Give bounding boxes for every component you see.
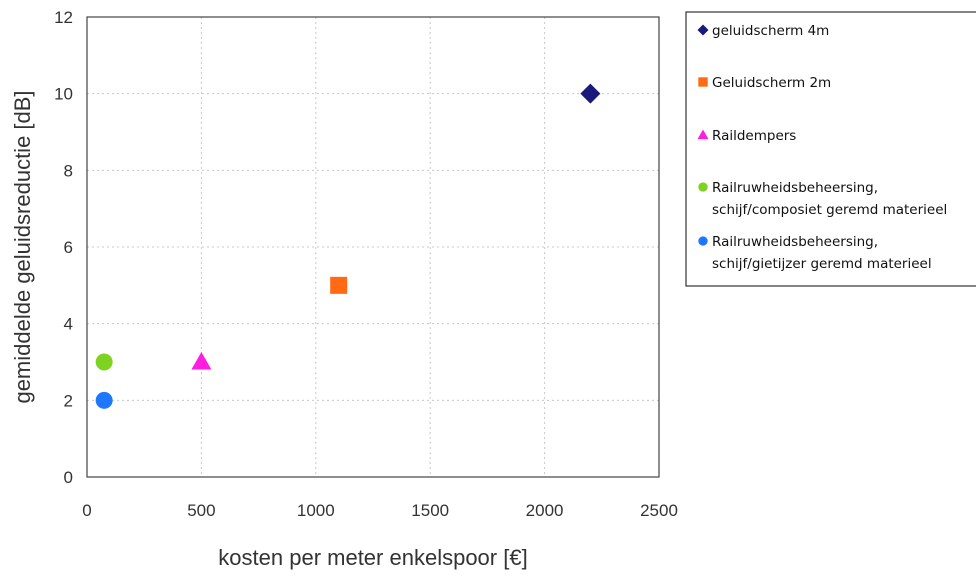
data-point-triangle (191, 352, 212, 370)
legend-label: Raildempers (712, 128, 796, 144)
legend-label: schijf/composiet geremd materieel (712, 202, 947, 218)
legend-box (685, 11, 976, 287)
x-tick-label: 500 (187, 501, 215, 520)
legend-label: Geluidscherm 2m (712, 75, 831, 91)
legend-label: Railruwheidsbeheersing, (712, 180, 878, 196)
x-tick-label: 2500 (640, 501, 678, 520)
legend-marker-circle (698, 236, 708, 246)
data-point-circle (95, 353, 113, 371)
plot-area (86, 16, 660, 478)
legend-marker-triangle (697, 129, 709, 140)
legend-marker-square (698, 77, 708, 87)
data-points (95, 83, 601, 409)
x-tick-label: 2000 (526, 501, 564, 520)
axis-ticks: 0 500 1000 1500 2000 2500 0 2 4 6 8 10 12 (54, 8, 678, 520)
legend-marker-diamond (697, 24, 709, 36)
x-axis-label: kosten per meter enkelspoor [€] (218, 545, 527, 570)
y-tick-label: 0 (64, 468, 73, 487)
legend: geluidscherm 4m Geluidscherm 2m Raildemper… (685, 11, 976, 287)
data-point-square (330, 276, 348, 294)
y-tick-label: 6 (64, 238, 73, 257)
x-tick-label: 1000 (297, 501, 335, 520)
y-tick-label: 12 (54, 8, 73, 27)
y-tick-label: 8 (64, 161, 73, 180)
grid (87, 17, 659, 477)
data-point-circle (95, 391, 113, 409)
legend-label: geluidscherm 4m (712, 23, 829, 39)
y-tick-label: 10 (54, 85, 73, 104)
y-tick-label: 2 (64, 391, 73, 410)
legend-marker-circle (698, 182, 708, 192)
y-tick-label: 4 (64, 315, 73, 334)
data-point-diamond (580, 83, 601, 104)
y-axis-label: gemiddelde geluidsreductie [dB] (10, 90, 35, 403)
x-tick-label: 0 (82, 501, 91, 520)
legend-label: Railruwheidsbeheersing, (712, 234, 878, 250)
legend-label: schijf/gietijzer geremd materieel (712, 256, 932, 272)
x-tick-label: 1500 (411, 501, 449, 520)
